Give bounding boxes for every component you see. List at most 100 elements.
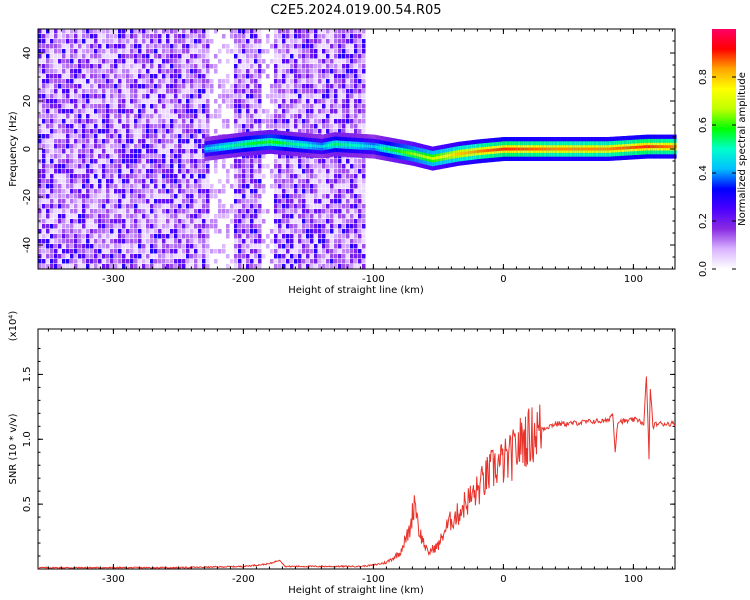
noise-cell bbox=[70, 84, 74, 89]
noise-cell bbox=[278, 64, 282, 69]
noise-cell bbox=[246, 44, 250, 49]
noise-cell bbox=[102, 224, 106, 229]
noise-cell bbox=[138, 119, 142, 124]
noise-cell bbox=[318, 199, 322, 204]
noise-cell bbox=[346, 169, 350, 174]
noise-cell bbox=[54, 149, 58, 154]
noise-cell bbox=[222, 34, 226, 39]
noise-cell bbox=[70, 109, 74, 114]
noise-cell bbox=[70, 164, 74, 169]
signal-cell bbox=[244, 142, 247, 146]
noise-cell bbox=[130, 139, 134, 144]
noise-cell bbox=[154, 29, 158, 34]
noise-cell bbox=[334, 84, 338, 89]
noise-cell bbox=[154, 209, 158, 214]
noise-cell bbox=[238, 214, 242, 219]
noise-cell bbox=[294, 109, 298, 114]
noise-cell bbox=[46, 44, 50, 49]
noise-cell bbox=[214, 224, 218, 229]
noise-cell bbox=[330, 229, 334, 234]
signal-cell bbox=[389, 148, 391, 151]
signal-cell bbox=[282, 141, 284, 145]
noise-cell bbox=[118, 184, 122, 189]
noise-cell bbox=[178, 249, 182, 254]
noise-cell bbox=[190, 69, 194, 74]
noise-cell bbox=[66, 199, 70, 204]
noise-cell bbox=[126, 104, 130, 109]
noise-cell bbox=[206, 69, 210, 74]
noise-cell bbox=[362, 74, 366, 79]
noise-cell bbox=[90, 249, 94, 254]
noise-cell bbox=[38, 34, 42, 39]
noise-cell bbox=[118, 129, 122, 134]
noise-cell bbox=[122, 224, 126, 229]
noise-cell bbox=[246, 64, 250, 69]
noise-cell bbox=[222, 204, 226, 209]
noise-cell bbox=[202, 184, 206, 189]
noise-cell bbox=[354, 254, 358, 259]
noise-cell bbox=[274, 64, 278, 69]
noise-cell bbox=[358, 109, 362, 114]
noise-cell bbox=[298, 164, 302, 169]
noise-cell bbox=[66, 79, 70, 84]
noise-cell bbox=[166, 64, 170, 69]
noise-cell bbox=[78, 119, 82, 124]
noise-cell bbox=[330, 114, 334, 119]
noise-cell bbox=[302, 194, 306, 199]
noise-cell bbox=[310, 234, 314, 239]
noise-cell bbox=[246, 119, 250, 124]
noise-cell bbox=[186, 44, 190, 49]
noise-cell bbox=[82, 119, 86, 124]
noise-cell bbox=[54, 179, 58, 184]
noise-cell bbox=[70, 89, 74, 94]
noise-cell bbox=[258, 224, 262, 229]
noise-cell bbox=[334, 204, 338, 209]
noise-cell bbox=[158, 259, 162, 264]
signal-cell bbox=[450, 153, 452, 157]
signal-cell bbox=[322, 144, 325, 148]
noise-cell bbox=[74, 114, 78, 119]
noise-cell bbox=[346, 44, 350, 49]
noise-cell bbox=[182, 214, 186, 219]
noise-cell bbox=[46, 124, 50, 129]
signal-cell bbox=[369, 144, 372, 148]
signal-cell bbox=[346, 143, 348, 147]
noise-cell bbox=[86, 44, 90, 49]
signal-cell bbox=[464, 151, 466, 155]
noise-cell bbox=[122, 54, 126, 59]
signal-cell bbox=[265, 140, 268, 144]
noise-cell bbox=[258, 99, 262, 104]
signal-cell bbox=[372, 145, 374, 148]
noise-cell bbox=[94, 219, 98, 224]
noise-cell bbox=[54, 214, 58, 219]
noise-cell bbox=[242, 79, 246, 84]
noise-cell bbox=[314, 239, 318, 244]
noise-cell bbox=[198, 164, 202, 169]
noise-cell bbox=[134, 259, 138, 264]
noise-cell bbox=[62, 59, 66, 64]
noise-cell bbox=[38, 169, 42, 174]
noise-cell bbox=[354, 94, 358, 99]
noise-cell bbox=[94, 44, 98, 49]
noise-cell bbox=[350, 74, 354, 79]
noise-cell bbox=[50, 224, 54, 229]
signal-cell bbox=[487, 149, 490, 152]
noise-cell bbox=[242, 119, 246, 124]
noise-cell bbox=[158, 104, 162, 109]
noise-cell bbox=[338, 159, 342, 164]
signal-cell bbox=[292, 142, 295, 146]
noise-cell bbox=[146, 204, 150, 209]
noise-cell bbox=[118, 179, 122, 184]
noise-cell bbox=[278, 49, 282, 54]
signal-cell bbox=[223, 145, 226, 149]
noise-cell bbox=[170, 249, 174, 254]
noise-cell bbox=[346, 179, 350, 184]
noise-cell bbox=[238, 204, 242, 209]
noise-cell bbox=[254, 209, 258, 214]
noise-cell bbox=[190, 79, 194, 84]
noise-cell bbox=[62, 234, 66, 239]
noise-cell bbox=[110, 204, 114, 209]
noise-cell bbox=[190, 144, 194, 149]
noise-cell bbox=[234, 109, 238, 114]
noise-cell bbox=[194, 104, 198, 109]
